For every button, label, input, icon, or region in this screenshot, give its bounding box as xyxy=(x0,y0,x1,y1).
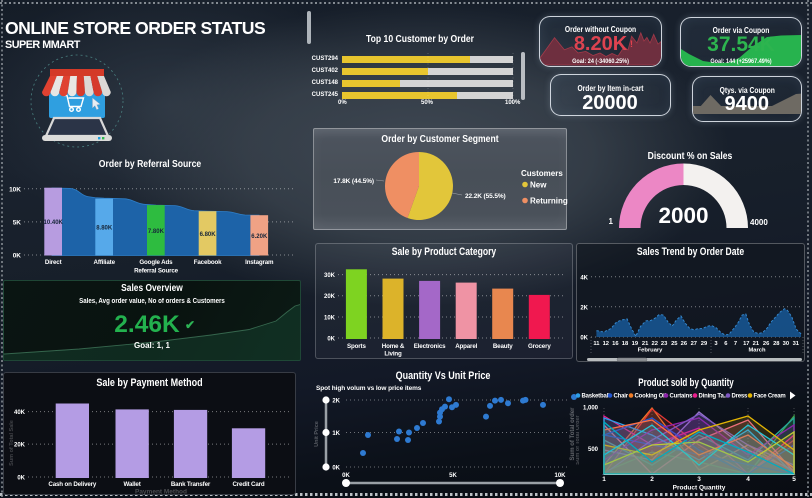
svg-text:19: 19 xyxy=(632,341,639,347)
svg-text:Sports: Sports xyxy=(347,343,366,350)
svg-text:22: 22 xyxy=(651,341,657,347)
svg-text:25: 25 xyxy=(671,341,678,347)
svg-text:0K: 0K xyxy=(327,336,335,342)
svg-text:21: 21 xyxy=(642,341,649,347)
svg-text:0K: 0K xyxy=(13,253,22,260)
svg-text:5K: 5K xyxy=(13,220,22,227)
svg-text:28: 28 xyxy=(773,341,780,347)
svg-text:2000: 2000 xyxy=(658,203,708,228)
svg-text:10.40K: 10.40K xyxy=(44,220,64,226)
svg-text:4: 4 xyxy=(746,476,750,483)
svg-text:Credit Card: Credit Card xyxy=(232,481,264,488)
svg-text:18: 18 xyxy=(622,341,629,347)
svg-text:March: March xyxy=(748,348,766,354)
svg-text:22.2K (55.5%): 22.2K (55.5%) xyxy=(465,193,506,200)
svg-text:500: 500 xyxy=(588,447,599,453)
svg-text:4000: 4000 xyxy=(750,218,768,227)
svg-text:6.20K: 6.20K xyxy=(251,234,268,240)
svg-text:February: February xyxy=(638,348,664,354)
svg-text:10K: 10K xyxy=(324,315,336,321)
svg-text:8.80K: 8.80K xyxy=(96,226,113,232)
svg-text:Face Cream: Face Cream xyxy=(754,394,786,400)
svg-text:Beauty: Beauty xyxy=(493,343,513,350)
svg-text:11: 11 xyxy=(593,341,600,347)
svg-text:3: 3 xyxy=(697,476,701,483)
svg-text:26: 26 xyxy=(763,341,770,347)
svg-text:Customers: Customers xyxy=(521,169,563,178)
svg-text:1K: 1K xyxy=(332,431,340,437)
svg-text:0K: 0K xyxy=(332,466,340,472)
svg-text:40K: 40K xyxy=(14,410,26,416)
svg-text:Referral Source: Referral Source xyxy=(134,268,179,275)
svg-text:Returning: Returning xyxy=(530,197,568,206)
svg-text:1: 1 xyxy=(609,217,614,226)
svg-text:23: 23 xyxy=(661,341,668,347)
svg-text:5: 5 xyxy=(792,476,796,483)
svg-text:Instagram: Instagram xyxy=(245,259,274,266)
svg-text:0K: 0K xyxy=(580,336,588,342)
svg-text:Unit Price: Unit Price xyxy=(314,421,320,447)
svg-text:Dress: Dress xyxy=(732,394,749,400)
svg-text:4K: 4K xyxy=(580,275,588,281)
svg-text:Curtains: Curtains xyxy=(670,394,694,400)
svg-text:Bank Transfer: Bank Transfer xyxy=(171,481,211,488)
svg-text:0K: 0K xyxy=(342,473,350,479)
svg-text:Spot high volum vs low price i: Spot high volum vs low price items xyxy=(316,385,422,392)
svg-text:17.8K (44.5%): 17.8K (44.5%) xyxy=(333,178,374,185)
svg-text:Payment Method: Payment Method xyxy=(135,489,187,496)
svg-text:20K: 20K xyxy=(324,294,336,300)
svg-text:Sum of Total order: Sum of Total order xyxy=(570,407,576,461)
svg-text:Dining Ta...: Dining Ta... xyxy=(699,394,729,400)
svg-text:Cash on Delivery: Cash on Delivery xyxy=(48,481,97,488)
svg-text:Apparel: Apparel xyxy=(455,343,477,350)
svg-text:30: 30 xyxy=(783,341,789,347)
svg-text:Electronics: Electronics xyxy=(414,343,446,350)
svg-text:Chair: Chair xyxy=(614,394,629,400)
svg-text:16: 16 xyxy=(612,341,619,347)
svg-text:Grocery: Grocery xyxy=(528,343,551,350)
svg-text:1,000: 1,000 xyxy=(583,406,599,412)
svg-text:17: 17 xyxy=(743,341,749,347)
svg-text:Wallet: Wallet xyxy=(124,481,141,488)
svg-text:0K: 0K xyxy=(17,476,25,482)
svg-text:12: 12 xyxy=(603,341,609,347)
svg-text:Affiliate: Affiliate xyxy=(94,259,116,266)
svg-text:Google Ads: Google Ads xyxy=(139,259,173,266)
svg-text:Product Quantity: Product Quantity xyxy=(673,485,726,492)
svg-text:Sum of Total Sale: Sum of Total Sale xyxy=(9,420,15,466)
svg-text:29: 29 xyxy=(701,341,708,347)
svg-text:Cooking Oil: Cooking Oil xyxy=(635,394,667,400)
svg-text:2: 2 xyxy=(650,476,654,483)
svg-text:10K: 10K xyxy=(554,473,566,479)
svg-text:1: 1 xyxy=(602,476,606,483)
svg-text:26: 26 xyxy=(681,341,688,347)
svg-text:21: 21 xyxy=(753,341,760,347)
svg-text:3: 3 xyxy=(714,341,718,347)
svg-text:Basketball: Basketball xyxy=(582,394,611,400)
svg-text:Home &: Home & xyxy=(382,343,405,350)
svg-text:7: 7 xyxy=(734,341,737,347)
svg-text:10K: 10K xyxy=(9,187,21,194)
svg-text:27: 27 xyxy=(691,341,697,347)
svg-text:2K: 2K xyxy=(332,399,340,405)
svg-text:Direct: Direct xyxy=(45,259,62,266)
svg-text:6.80K: 6.80K xyxy=(200,232,217,238)
svg-text:2K: 2K xyxy=(580,305,588,311)
svg-text:20K: 20K xyxy=(14,443,26,449)
svg-text:31: 31 xyxy=(793,341,800,347)
svg-text:5K: 5K xyxy=(449,473,457,479)
svg-text:6: 6 xyxy=(724,341,728,347)
svg-text:Sum of Total Order: Sum of Total Order xyxy=(576,414,581,464)
svg-text:30K: 30K xyxy=(324,273,336,279)
svg-text:Living: Living xyxy=(384,351,402,358)
svg-text:7.80K: 7.80K xyxy=(148,229,165,235)
svg-text:Facebook: Facebook xyxy=(194,259,222,266)
svg-text:New: New xyxy=(530,181,547,190)
